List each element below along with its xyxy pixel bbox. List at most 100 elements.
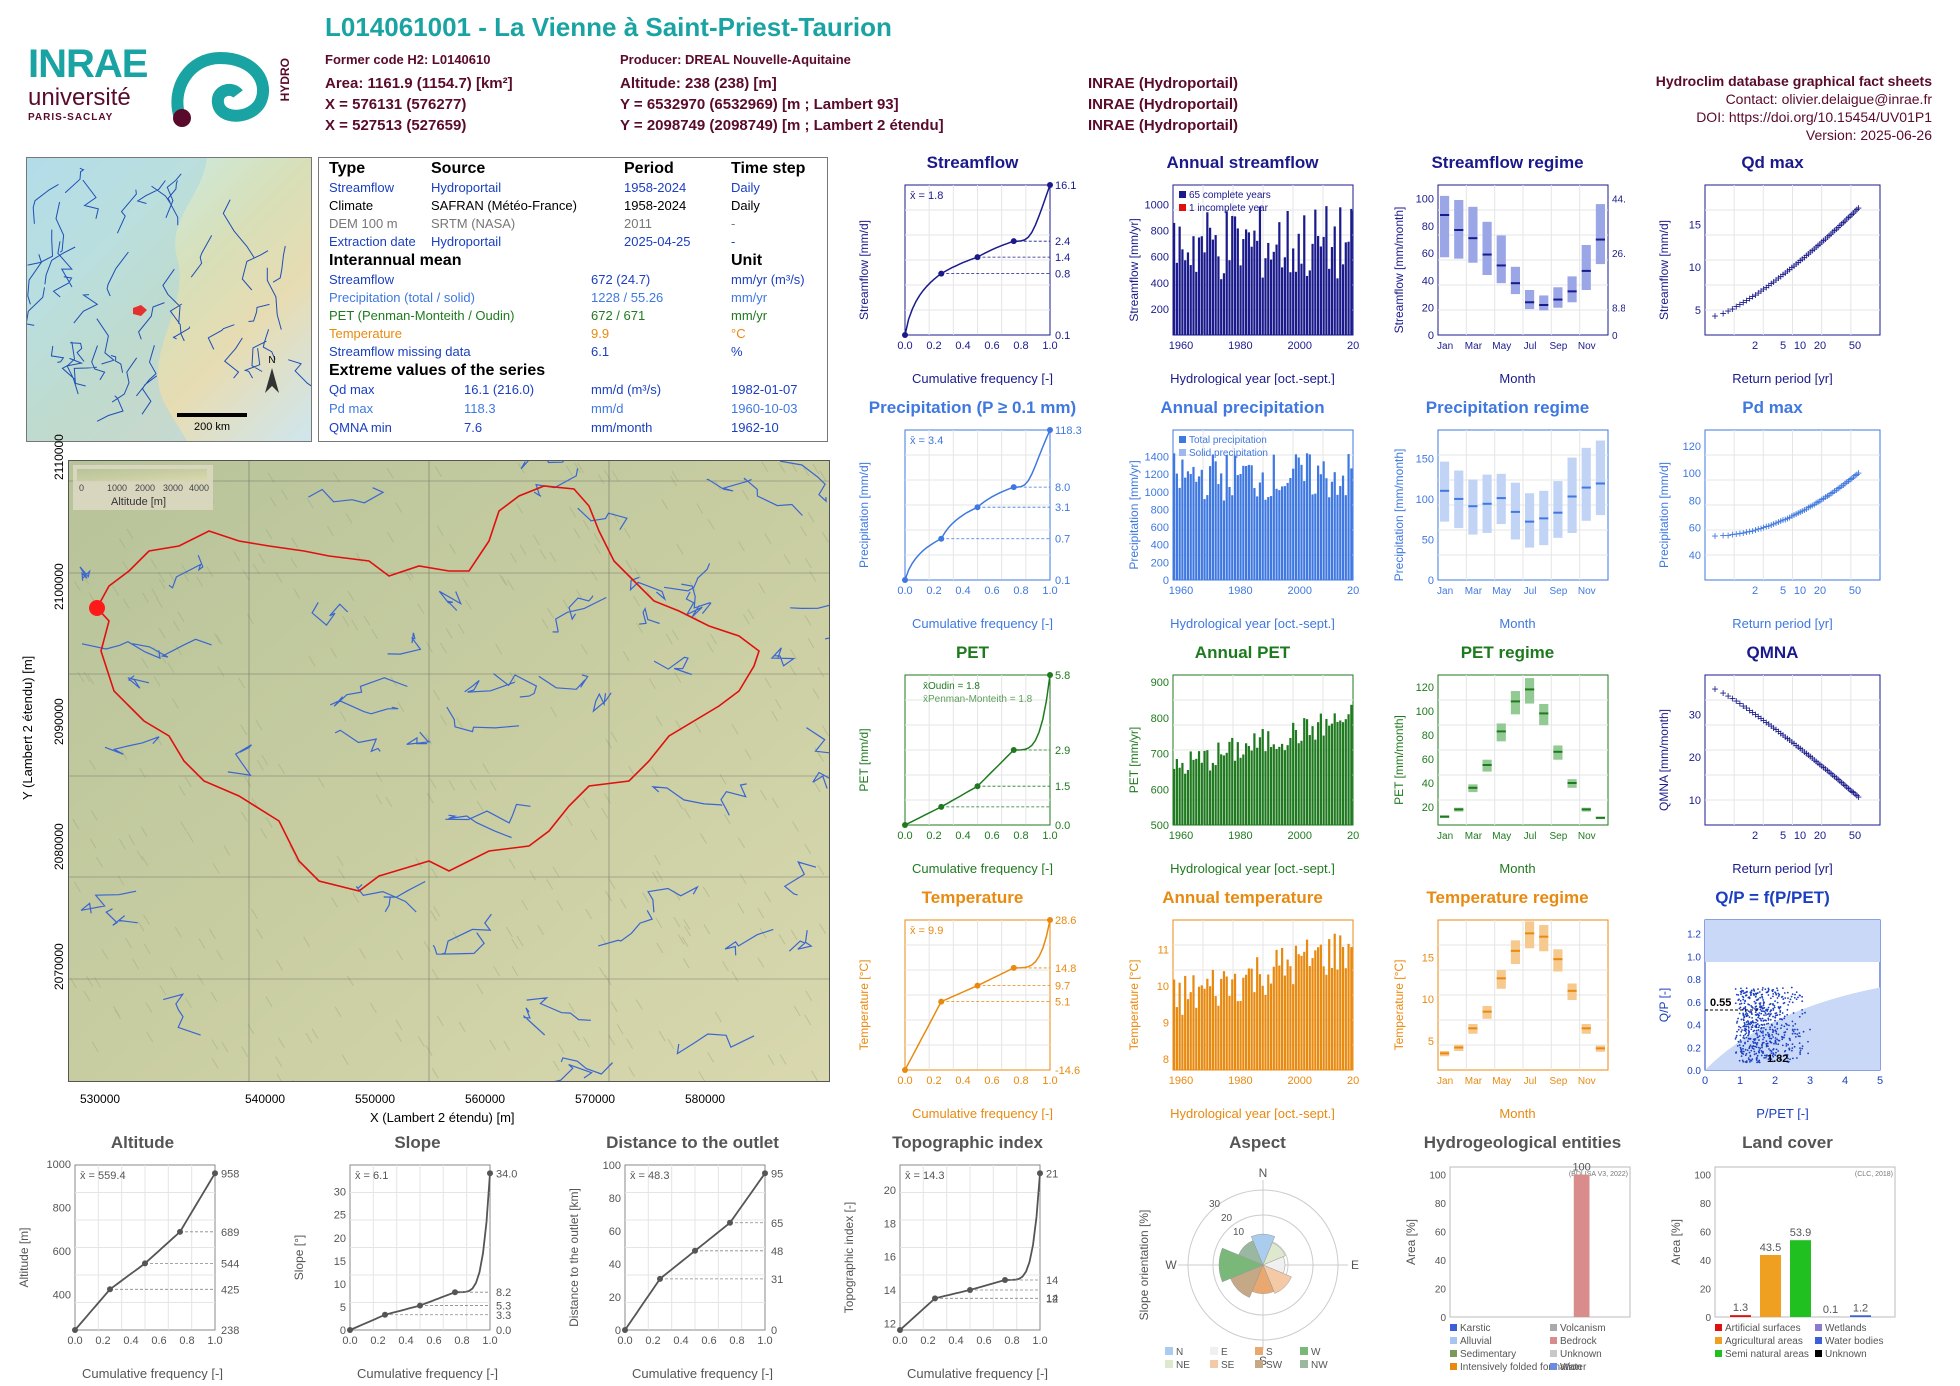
data-point: + [1793, 507, 1800, 521]
data-point [1755, 1046, 1758, 1049]
x-tick: 0.0 [897, 340, 912, 352]
data-point [1755, 1021, 1757, 1024]
data-point: + [1786, 510, 1793, 524]
data-point [1777, 1043, 1780, 1046]
quantile-point [727, 1219, 733, 1226]
data-point [1775, 1030, 1778, 1033]
data-point [1749, 991, 1752, 994]
data-point [1764, 988, 1767, 991]
data-point: + [1780, 513, 1787, 527]
data-point [1772, 1015, 1774, 1018]
map-xtick: 540000 [245, 1092, 286, 1106]
x-tick: May [1492, 1076, 1511, 1087]
data-point: + [1782, 730, 1789, 744]
chart-svg: Hydrological year [oct.-sept.] Precipitat… [1127, 429, 1360, 630]
data-point: + [1801, 503, 1808, 517]
rose-sector [1262, 1264, 1292, 1294]
legend-swatch [1815, 1350, 1822, 1357]
data-point [1776, 997, 1779, 999]
data-point [1762, 1020, 1765, 1022]
data-point: + [1740, 526, 1747, 540]
data-point: + [1725, 304, 1732, 318]
data-point: + [1845, 474, 1852, 488]
annual-bar [1303, 481, 1306, 580]
data-point [1798, 1042, 1801, 1045]
data-point [1743, 1016, 1746, 1019]
data-point [1773, 1026, 1776, 1029]
chart-title: Precipitation (P ≥ 0.1 mm) [868, 398, 1077, 417]
annual-bar [1247, 232, 1250, 335]
y-tick: 12 [884, 1318, 896, 1330]
hydro-spiral-logo [171, 51, 270, 127]
regime-box [1525, 921, 1535, 949]
y-tick: 0 [1163, 575, 1169, 587]
chart-svg: Return period [yr]Precipitation [mm/d] + +… [1657, 429, 1881, 630]
chart-pet_regime: PET regime Month PET [mm/month] Jan Mar May Ju… [1390, 643, 1625, 875]
map-xlabel: X (Lambert 2 étendu) [m] [370, 1110, 515, 1125]
data-point [1793, 1045, 1796, 1048]
mean-label: x̄ = 3.4 [910, 435, 943, 447]
data-point [1759, 1008, 1762, 1011]
compass-label: W [1165, 1258, 1177, 1272]
annual-bar [1225, 211, 1228, 335]
right-label: 0.8 [1055, 269, 1070, 281]
annual-bar [1267, 974, 1270, 1070]
col-period-header: Period [624, 160, 674, 177]
chart-svg: Cumulative frequency [-] PET [mm/d] 5.8 2.9… [857, 670, 1070, 875]
data-point [1770, 1052, 1773, 1055]
annual-bar [1175, 473, 1178, 580]
data-point [1736, 1030, 1738, 1033]
x-tick: 0.4 [955, 585, 970, 597]
data-point [1752, 1045, 1755, 1048]
data-point [1742, 1007, 1745, 1010]
quantile-point [107, 1286, 113, 1293]
x-tick: Jan [1437, 586, 1453, 597]
data-point [1742, 1034, 1745, 1037]
data-point [1758, 1002, 1761, 1005]
data-point [1772, 1048, 1775, 1050]
x-tick: 0.0 [897, 830, 912, 842]
data-point [1773, 1042, 1775, 1045]
y-tick: 60 [1422, 248, 1434, 260]
x-tick: 0.8 [454, 1335, 469, 1347]
bar [1790, 1240, 1811, 1317]
annual-bar [1189, 265, 1192, 335]
right-label: 544 [221, 1258, 239, 1270]
version: Version: 2025-06-26 [1805, 127, 1932, 143]
annual-bar [1305, 719, 1309, 825]
data-point [1775, 993, 1778, 996]
annual-bar [1214, 461, 1217, 580]
data-point: + [1829, 225, 1836, 239]
data-point [1767, 1006, 1770, 1009]
data-point [1743, 1002, 1746, 1005]
annual-bar [1242, 239, 1245, 335]
legend-swatch [1179, 191, 1186, 198]
data-point: + [1746, 525, 1753, 539]
bar-value-label: 1.2 [1853, 1302, 1868, 1314]
right-label: 1.5 [1055, 781, 1070, 793]
x-axis-label: Hydrological year [oct.-sept.] [1170, 1106, 1335, 1120]
data-point: + [1740, 296, 1747, 310]
y-tick: 20 [1422, 802, 1434, 814]
data-point: + [1843, 212, 1850, 226]
legend-swatch [1450, 1350, 1457, 1357]
data-point [1750, 989, 1753, 992]
x-tick: May [1492, 831, 1511, 842]
annual-bar [1231, 495, 1234, 580]
y-tick: 0.2 [1687, 1043, 1701, 1054]
data-point [1739, 1039, 1742, 1042]
annual-bar [1344, 719, 1347, 825]
data-point [1794, 1023, 1797, 1025]
data-point: + [1836, 480, 1843, 494]
data-point: + [1840, 215, 1847, 229]
y-tick: 600 [53, 1246, 71, 1258]
x-axis-label: Cumulative frequency [-] [632, 1366, 773, 1380]
x-tick: 0.8 [1004, 1335, 1019, 1347]
data-point [1757, 1046, 1760, 1049]
source-note: (BDLISA V3, 2022) [1569, 1171, 1628, 1178]
quantile-point [1047, 672, 1053, 678]
data-point [1749, 1011, 1751, 1014]
quantile-point [902, 822, 908, 828]
annual-bar [1231, 979, 1234, 1070]
x-tick: Jan [1437, 341, 1453, 352]
